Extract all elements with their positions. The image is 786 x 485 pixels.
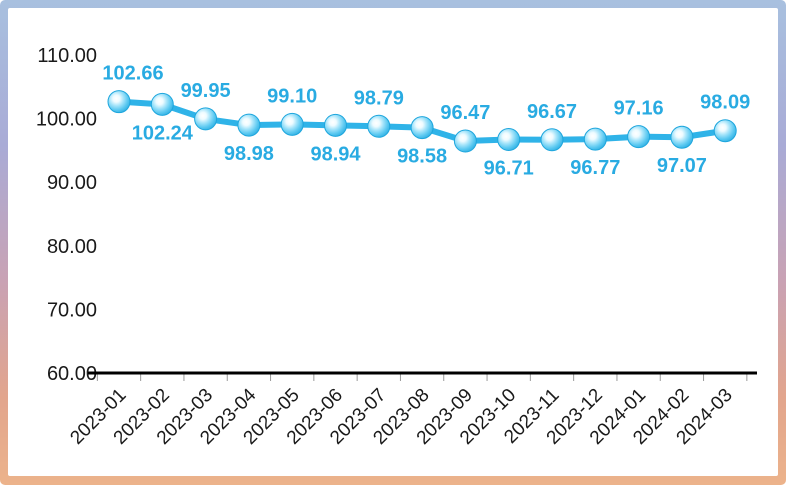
data-point-label: 96.47 [440, 102, 490, 124]
y-axis-tick-label: 80.00 [47, 236, 97, 258]
data-point-marker [324, 113, 347, 137]
plot-area: 110.00 100.00 90.00 80.00 70.00 60.00 102.66 10… [8, 8, 778, 476]
data-point-label: 102.24 [132, 122, 194, 144]
data-point-marker [367, 114, 391, 138]
data-point-marker [410, 116, 434, 140]
data-point-marker [627, 125, 651, 149]
data-point-marker [713, 119, 737, 143]
data-point-label: 98.94 [310, 143, 361, 165]
y-axis-tick-label: 70.00 [47, 299, 97, 321]
data-point-label: 98.79 [354, 87, 404, 109]
data-point-marker [583, 127, 607, 151]
y-axis-tick-label: 90.00 [47, 172, 97, 194]
data-point-label: 98.98 [224, 143, 274, 165]
line-chart: 110.00 100.00 90.00 80.00 70.00 60.00 102.66 10… [36, 45, 757, 449]
data-point-marker [453, 129, 477, 153]
data-point-label: 96.71 [484, 158, 534, 180]
y-axis-tick-label: 110.00 [37, 45, 97, 67]
data-point-label: 99.95 [181, 80, 231, 102]
data-point-label: 97.07 [657, 155, 707, 177]
data-point-label: 99.10 [267, 85, 317, 107]
data-point-marker [194, 107, 218, 131]
data-point-label: 97.16 [614, 98, 664, 120]
data-point-marker [150, 92, 174, 116]
data-point-marker [237, 113, 261, 137]
data-point-marker [107, 90, 131, 114]
data-point-marker [670, 125, 694, 149]
data-point-marker [280, 112, 304, 136]
data-point-label: 98.58 [397, 146, 447, 168]
y-axis-tick-label: 60.00 [47, 363, 97, 385]
data-point-marker [497, 128, 521, 152]
data-point-label: 96.67 [527, 101, 577, 123]
data-point-label: 102.66 [102, 63, 163, 85]
y-axis-tick-label: 100.00 [36, 109, 97, 131]
data-point-marker [540, 128, 564, 152]
data-point-label: 98.09 [700, 92, 750, 114]
data-point-label: 96.77 [570, 157, 620, 179]
